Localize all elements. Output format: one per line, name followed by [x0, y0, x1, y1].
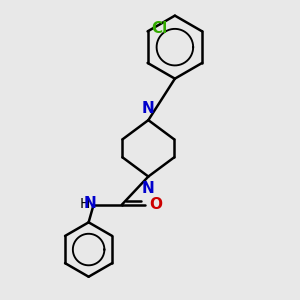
Text: N: N [142, 181, 155, 196]
Text: O: O [150, 197, 163, 212]
Text: N: N [84, 196, 97, 211]
Text: Cl: Cl [152, 21, 168, 36]
Text: N: N [142, 101, 155, 116]
Text: H: H [80, 197, 90, 211]
